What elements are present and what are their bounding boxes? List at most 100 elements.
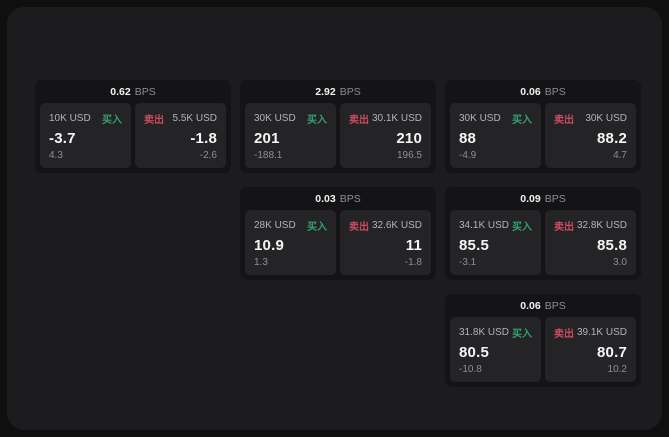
buy-top-row: 30K USD 买入 [459, 111, 532, 126]
spread-unit-label: BPS [544, 300, 566, 312]
buy-sell-panels: 28K USD 买入 10.9 1.3 卖出 32.6K USD 11 -1.8 [245, 210, 431, 275]
buy-delta: -4.9 [459, 150, 477, 161]
buy-amount: 30K USD [459, 113, 501, 124]
buy-delta: 4.3 [49, 150, 63, 161]
sell-side-label: 卖出 [554, 222, 574, 233]
sell-amount: 5.5K USD [172, 113, 217, 124]
sell-top-row: 卖出 39.1K USD [554, 325, 627, 340]
spread-header: 0.06 BPS [445, 80, 641, 101]
spread-value: 0.09 [520, 193, 541, 205]
buy-side-label: 买入 [307, 115, 327, 126]
sell-panel[interactable]: 卖出 30K USD 88.2 4.7 [545, 103, 636, 168]
sell-panel[interactable]: 卖出 30.1K USD 210 196.5 [340, 103, 431, 168]
sell-panel[interactable]: 卖出 5.5K USD -1.8 -2.6 [135, 103, 226, 168]
sell-price: -1.8 [190, 130, 217, 147]
buy-panel[interactable]: 34.1K USD 买入 85.5 -3.1 [450, 210, 541, 275]
buy-delta: -3.1 [459, 257, 477, 268]
buy-delta: -10.8 [459, 364, 482, 375]
buy-amount: 31.8K USD [459, 327, 510, 338]
buy-amount: 10K USD [49, 113, 91, 124]
buy-top-row: 10K USD 买入 [49, 111, 122, 126]
sell-price: 11 [405, 237, 422, 254]
spread-header: 0.06 BPS [445, 294, 641, 315]
quotes-panel: 0.62 BPS 10K USD 买入 -3.7 4.3 卖出 5.5K USD… [7, 7, 662, 430]
spread-header: 2.92 BPS [240, 80, 436, 101]
quote-card: 0.62 BPS 10K USD 买入 -3.7 4.3 卖出 5.5K USD… [35, 80, 231, 173]
buy-panel[interactable]: 30K USD 买入 88 -4.9 [450, 103, 541, 168]
buy-price: -3.7 [49, 130, 76, 147]
sell-panel[interactable]: 卖出 32.6K USD 11 -1.8 [340, 210, 431, 275]
buy-sell-panels: 31.8K USD 买入 80.5 -10.8 卖出 39.1K USD 80.… [450, 317, 636, 382]
sell-price: 85.8 [597, 237, 627, 254]
sell-amount: 30.1K USD [371, 113, 422, 124]
sell-panel[interactable]: 卖出 39.1K USD 80.7 10.2 [545, 317, 636, 382]
buy-side-label: 买入 [512, 222, 532, 233]
spread-header: 0.62 BPS [35, 80, 231, 101]
spread-header: 0.03 BPS [240, 187, 436, 208]
buy-panel[interactable]: 30K USD 买入 201 -188.1 [245, 103, 336, 168]
buy-top-row: 31.8K USD 买入 [459, 325, 532, 340]
buy-top-row: 28K USD 买入 [254, 218, 327, 233]
sell-side-label: 卖出 [349, 115, 369, 126]
buy-panel[interactable]: 10K USD 买入 -3.7 4.3 [40, 103, 131, 168]
sell-side-label: 卖出 [349, 222, 369, 233]
sell-side-label: 卖出 [144, 115, 164, 126]
quote-card: 2.92 BPS 30K USD 买入 201 -188.1 卖出 30.1K … [240, 80, 436, 173]
buy-amount: 34.1K USD [459, 220, 510, 231]
buy-side-label: 买入 [102, 115, 122, 126]
spread-unit-label: BPS [544, 86, 566, 98]
sell-delta: 3.0 [613, 257, 627, 268]
spread-header: 0.09 BPS [445, 187, 641, 208]
buy-price: 201 [254, 130, 280, 147]
buy-sell-panels: 30K USD 买入 88 -4.9 卖出 30K USD 88.2 4.7 [450, 103, 636, 168]
buy-sell-panels: 10K USD 买入 -3.7 4.3 卖出 5.5K USD -1.8 -2.… [40, 103, 226, 168]
buy-amount: 28K USD [254, 220, 296, 231]
sell-panel[interactable]: 卖出 32.8K USD 85.8 3.0 [545, 210, 636, 275]
buy-top-row: 34.1K USD 买入 [459, 218, 532, 233]
quote-card: 0.09 BPS 34.1K USD 买入 85.5 -3.1 卖出 32.8K… [445, 187, 641, 280]
sell-delta: 4.7 [613, 150, 627, 161]
sell-top-row: 卖出 30K USD [554, 111, 627, 126]
buy-panel[interactable]: 28K USD 买入 10.9 1.3 [245, 210, 336, 275]
buy-side-label: 买入 [512, 115, 532, 126]
buy-price: 88 [459, 130, 477, 147]
quote-grid: 0.62 BPS 10K USD 买入 -3.7 4.3 卖出 5.5K USD… [35, 80, 641, 387]
sell-top-row: 卖出 32.8K USD [554, 218, 627, 233]
buy-price: 85.5 [459, 237, 489, 254]
spread-unit-label: BPS [544, 193, 566, 205]
sell-amount: 30K USD [585, 113, 627, 124]
sell-top-row: 卖出 5.5K USD [144, 111, 217, 126]
sell-amount: 32.6K USD [371, 220, 422, 231]
spread-unit-label: BPS [134, 86, 156, 98]
buy-panel[interactable]: 31.8K USD 买入 80.5 -10.8 [450, 317, 541, 382]
sell-side-label: 卖出 [554, 115, 574, 126]
buy-side-label: 买入 [512, 329, 532, 340]
sell-amount: 32.8K USD [576, 220, 627, 231]
sell-top-row: 卖出 30.1K USD [349, 111, 422, 126]
sell-delta: -1.8 [404, 257, 422, 268]
sell-price: 210 [396, 130, 422, 147]
spread-unit-label: BPS [339, 86, 361, 98]
buy-sell-panels: 34.1K USD 买入 85.5 -3.1 卖出 32.8K USD 85.8… [450, 210, 636, 275]
quote-card: 0.06 BPS 31.8K USD 买入 80.5 -10.8 卖出 39.1… [445, 294, 641, 387]
sell-price: 80.7 [597, 344, 627, 361]
quote-card: 0.03 BPS 28K USD 买入 10.9 1.3 卖出 32.6K US… [240, 187, 436, 280]
spread-value: 2.92 [315, 86, 336, 98]
spread-value: 0.06 [520, 300, 541, 312]
buy-price: 80.5 [459, 344, 489, 361]
sell-delta: -2.6 [199, 150, 217, 161]
sell-delta: 10.2 [607, 364, 627, 375]
spread-unit-label: BPS [339, 193, 361, 205]
buy-top-row: 30K USD 买入 [254, 111, 327, 126]
sell-side-label: 卖出 [554, 329, 574, 340]
buy-side-label: 买入 [307, 222, 327, 233]
buy-price: 10.9 [254, 237, 284, 254]
buy-delta: -188.1 [254, 150, 283, 161]
buy-amount: 30K USD [254, 113, 296, 124]
quote-card: 0.06 BPS 30K USD 买入 88 -4.9 卖出 30K USD 8… [445, 80, 641, 173]
spread-value: 0.62 [110, 86, 131, 98]
spread-value: 0.03 [315, 193, 336, 205]
sell-top-row: 卖出 32.6K USD [349, 218, 422, 233]
sell-amount: 39.1K USD [576, 327, 627, 338]
sell-price: 88.2 [597, 130, 627, 147]
